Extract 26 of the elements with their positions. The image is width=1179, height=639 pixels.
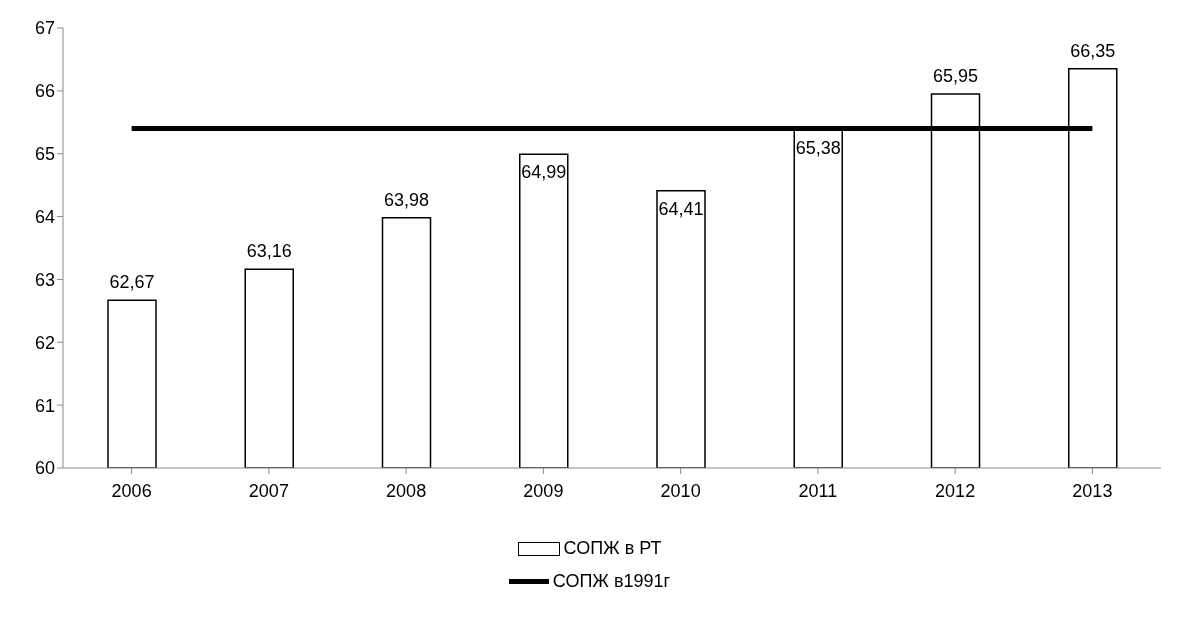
y-tick-label: 60 bbox=[34, 458, 55, 479]
data-label: 66,35 bbox=[1070, 40, 1116, 61]
x-tick-label: 2008 bbox=[386, 480, 427, 501]
y-tick-label: 65 bbox=[34, 144, 55, 165]
data-label: 63,16 bbox=[246, 241, 292, 262]
data-label: 63,98 bbox=[383, 189, 430, 210]
x-tick-label: 2011 bbox=[798, 480, 838, 501]
data-label: 64,41 bbox=[658, 198, 704, 219]
legend-label: СОПЖ в1991г bbox=[552, 571, 671, 592]
x-tick-label: 2007 bbox=[248, 480, 289, 501]
y-tick-label: 67 bbox=[34, 18, 55, 39]
y-tick-label: 64 bbox=[34, 206, 55, 227]
data-label: 65,95 bbox=[932, 66, 979, 86]
y-tick-label: 66 bbox=[34, 81, 55, 102]
x-tick-label: 2013 bbox=[1072, 480, 1113, 501]
y-tick-label: 61 bbox=[34, 395, 55, 416]
x-tick-label: 2010 bbox=[660, 480, 701, 501]
x-tick-label: 2009 bbox=[523, 480, 564, 501]
data-label: 64,99 bbox=[521, 162, 567, 183]
x-tick-label: 2012 bbox=[935, 480, 976, 501]
data-label: 65,38 bbox=[795, 137, 841, 158]
data-label: 62,67 bbox=[109, 272, 155, 293]
x-tick-label: 2006 bbox=[111, 480, 152, 501]
legend-label: СОПЖ в РТ bbox=[563, 538, 662, 559]
y-tick-label: 63 bbox=[34, 269, 55, 290]
y-tick-label: 62 bbox=[34, 332, 55, 353]
